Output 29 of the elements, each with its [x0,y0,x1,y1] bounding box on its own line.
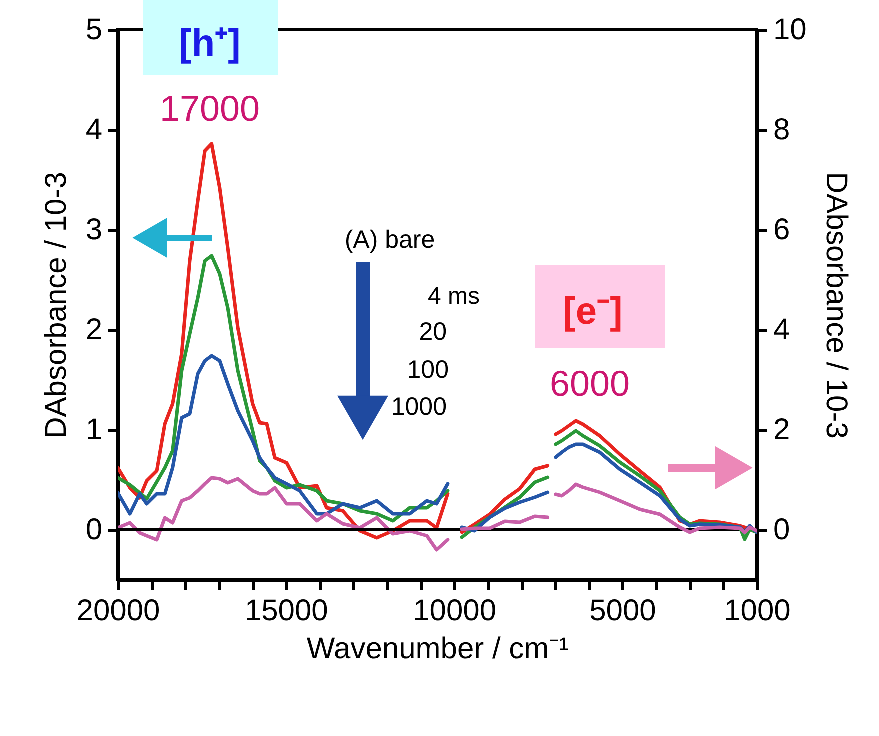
annotation: (A) bare [344,226,436,254]
y2-tick-label: 0 [774,514,790,546]
y2-tick-label: 2 [774,414,790,446]
y2-tick-label: 4 [774,314,790,346]
annotation: 4 ms [428,283,480,310]
x-axis-title: Wavenumber / cm⁻¹ [306,632,570,666]
x-tick-label: 1000 [724,594,791,628]
x-tick-label: 5000 [590,594,656,628]
y-tick-label: 4 [86,114,102,146]
annotation: 17000 [160,88,260,129]
annotation: [e⁻] [563,291,623,333]
y-tick-label: 0 [86,514,102,546]
annotation: 100 [407,356,449,384]
annotation: 1000 [391,393,447,421]
y2-tick-label: 8 [774,114,790,146]
y2-tick-label: 10 [774,14,807,46]
y-tick-label: 1 [86,414,102,446]
annotation: [h⁺] [179,23,241,65]
x-tick-label: 10000 [413,594,497,628]
y-axis-title: DAbsorbance / 10-3 [40,172,73,439]
y-tick-label: 3 [86,214,102,246]
annotation: 6000 [550,363,630,404]
y2-tick-label: 6 [774,214,790,246]
annotation: 20 [419,318,447,346]
y-tick-label: 5 [86,14,102,46]
y-tick-label: 2 [86,314,102,346]
y2-axis-title: DAbsorbance / 10-3 [820,172,853,439]
x-tick-label: 15000 [244,594,328,628]
x-tick-label: 20000 [76,594,160,628]
